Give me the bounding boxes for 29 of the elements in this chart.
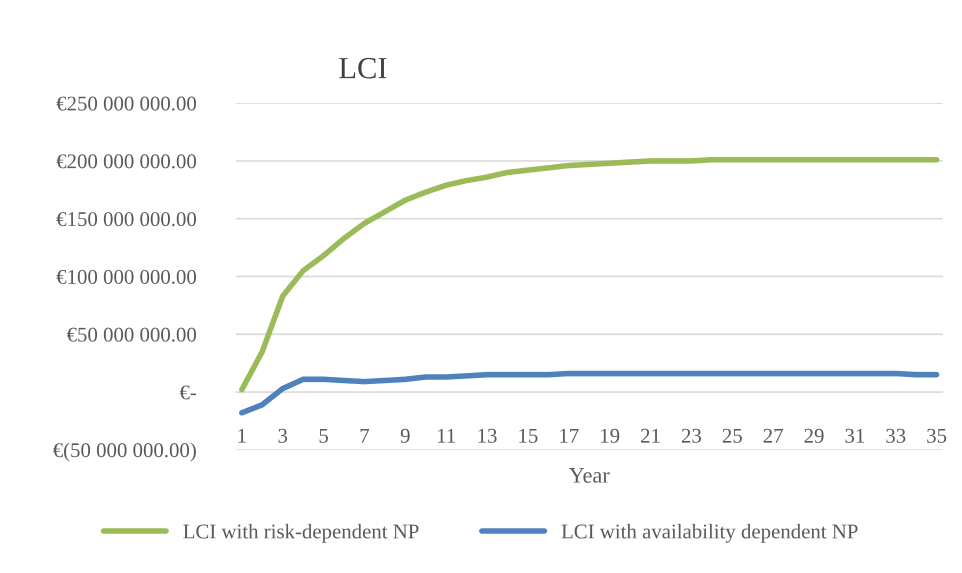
x-tick-label: 3 — [278, 428, 288, 443]
x-tick-label: 21 — [641, 428, 660, 443]
legend-label: LCI with availability dependent NP — [562, 524, 858, 543]
x-tick-label: 7 — [360, 428, 370, 443]
x-tick-label: 31 — [845, 428, 864, 443]
x-tick-label: 27 — [764, 428, 783, 443]
x-axis-title: Year — [569, 468, 610, 483]
x-tick-label: 13 — [478, 428, 497, 443]
x-tick-label: 5 — [320, 428, 328, 443]
x-tick-label: 17 — [560, 428, 579, 443]
y-tick-label: €- — [180, 385, 196, 400]
x-tick-label: 29 — [804, 428, 824, 443]
x-tick-label: 11 — [438, 428, 455, 443]
chart-title: LCI — [339, 58, 386, 78]
x-tick-label: 35 — [927, 428, 946, 443]
legend-label: LCI with risk-dependent NP — [183, 524, 419, 543]
x-tick-label: 19 — [601, 428, 620, 443]
x-tick-label: 33 — [886, 428, 906, 443]
x-tick-label: 25 — [722, 428, 742, 443]
y-tick-label: €250 000 000.00 — [56, 96, 196, 111]
x-tick-label: 15 — [519, 428, 538, 443]
y-tick-label: €150 000 000.00 — [56, 212, 196, 226]
x-tick-label: 23 — [682, 428, 702, 443]
y-tick-label: €100 000 000.00 — [56, 270, 196, 284]
x-tick-label: 9 — [400, 428, 410, 443]
y-tick-label: €200 000 000.00 — [56, 154, 196, 168]
y-tick-label: €(50 000 000.00) — [53, 442, 196, 462]
y-tick-label: €50 000 000.00 — [66, 328, 196, 342]
x-tick-label: 1 — [238, 428, 246, 443]
